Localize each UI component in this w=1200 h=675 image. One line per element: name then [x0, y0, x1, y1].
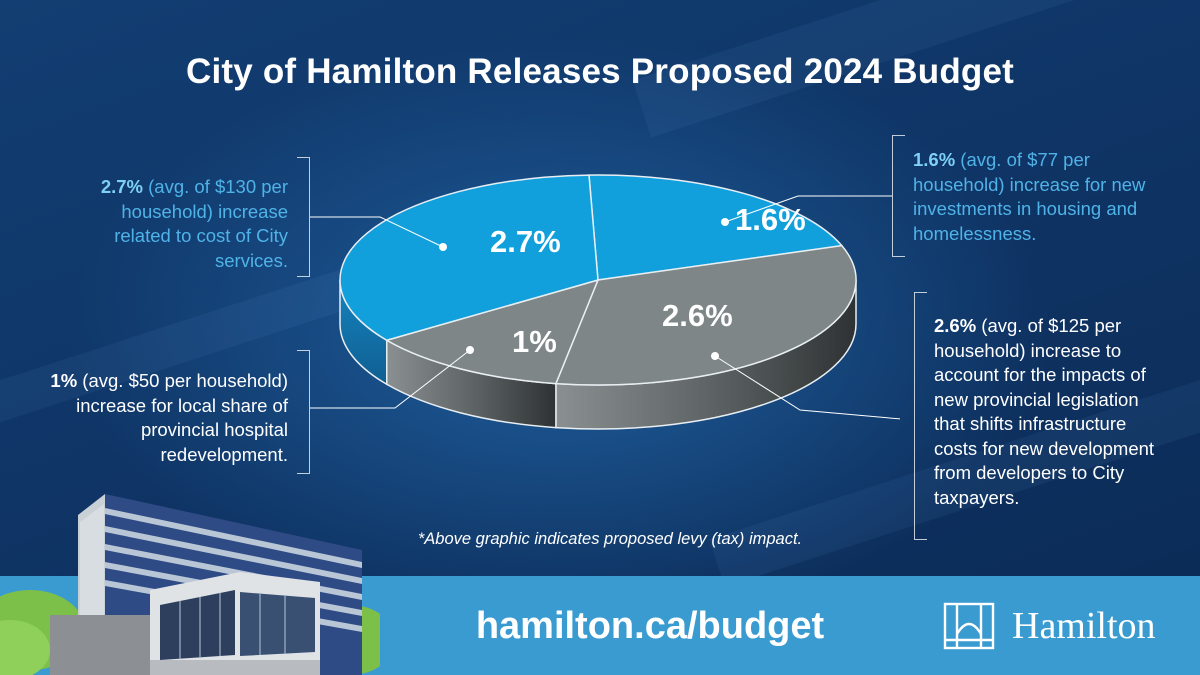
leader-dot [439, 243, 447, 251]
data-label-2-6pct: 2.6% [662, 298, 733, 333]
leader-line [310, 216, 444, 248]
hamilton-logo-text: Hamilton [1012, 605, 1156, 647]
bracket-left-top [297, 157, 310, 277]
bracket-left-bottom [297, 350, 310, 474]
leader-line [714, 355, 900, 420]
bracket-right-bottom [914, 292, 927, 540]
annotation-hospital: 1% (avg. $50 per household) increase for… [50, 370, 288, 465]
pie-chart: 1.6% 2.6% 1% 2.7% [310, 174, 900, 430]
page-title: City of Hamilton Releases Proposed 2024 … [185, 52, 1015, 91]
annotation-housing: 1.6% (avg. of $77 per household) increas… [913, 149, 1146, 244]
pie-slice-2-7pct [339, 174, 599, 342]
bracket-right-top [892, 135, 905, 257]
annotation-provincial-legislation: 2.6% (avg. of $125 per household) increa… [934, 315, 1155, 508]
budget-url-link[interactable]: hamilton.ca/budget [475, 605, 825, 647]
pie-slice-1pct [384, 278, 600, 385]
leader-line [724, 195, 892, 223]
pie-slice-2-6pct [554, 244, 857, 386]
leader-dot [721, 218, 729, 226]
leader-dot [711, 352, 719, 360]
hamilton-logo: Hamilton [942, 598, 1167, 654]
leader-line [310, 349, 471, 409]
hamilton-logo-icon [943, 602, 995, 650]
data-label-2-7pct: 2.7% [490, 224, 561, 259]
data-label-1-6pct: 1.6% [735, 202, 806, 237]
footnote: *Above graphic indicates proposed levy (… [417, 530, 803, 548]
hospital-building-illustration [0, 494, 380, 675]
pie-slice-1-6pct [588, 174, 844, 281]
data-label-1pct: 1% [512, 324, 557, 359]
leader-dot [466, 346, 474, 354]
annotation-cost-of-services: 2.7% (avg. of $130 per household) increa… [100, 176, 288, 271]
